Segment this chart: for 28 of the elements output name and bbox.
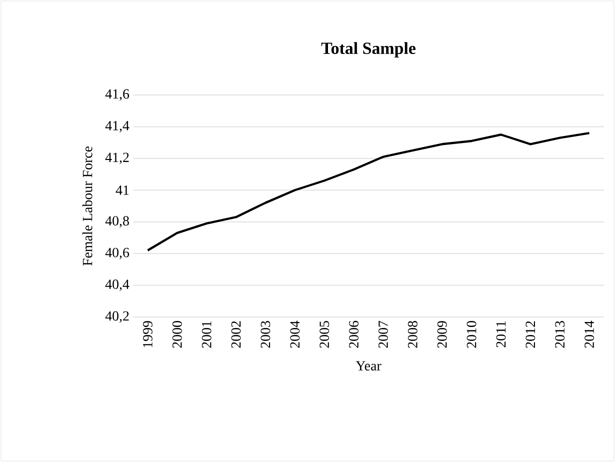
x-tick-label: 2007 — [378, 320, 388, 348]
line-series — [146, 132, 590, 252]
x-tick-label: 2009 — [437, 321, 447, 348]
x-tick-label: 2014 — [584, 320, 594, 348]
x-tick-label: 2010 — [466, 321, 476, 348]
x-tick-label: 2001 — [202, 321, 212, 348]
x-tick-label: 2012 — [526, 321, 536, 348]
x-tick-label: 2006 — [349, 320, 358, 348]
y-tick-label: 40,8 — [105, 216, 129, 228]
y-tick-label: 41 — [116, 186, 129, 195]
x-tick-label: 2005 — [320, 321, 330, 348]
x-tick-label: 2011 — [496, 321, 506, 348]
x-tick-label: 2003 — [260, 321, 270, 348]
x-tick-label: 2000 — [172, 321, 182, 348]
y-tick-label: 40,4 — [105, 280, 130, 291]
y-tick-label: 41,6 — [105, 89, 130, 101]
y-tick-label: 41,4 — [105, 121, 130, 132]
x-tick-label: 1999 — [143, 321, 152, 348]
x-tick-label: 2002 — [231, 321, 241, 348]
y-tick-label: 40,2 — [105, 311, 129, 323]
x-tick-label: 2008 — [408, 321, 418, 348]
y-axis-title: Female Labour Force — [82, 146, 92, 266]
x-axis-title: Year — [356, 361, 382, 371]
x-tick-label: 2013 — [555, 321, 565, 348]
y-tick-label: 41,2 — [105, 152, 129, 164]
y-tick-label: 40,6 — [105, 248, 130, 260]
x-tick-label: 2004 — [290, 320, 300, 348]
chart-title: Total Sample — [321, 42, 416, 58]
